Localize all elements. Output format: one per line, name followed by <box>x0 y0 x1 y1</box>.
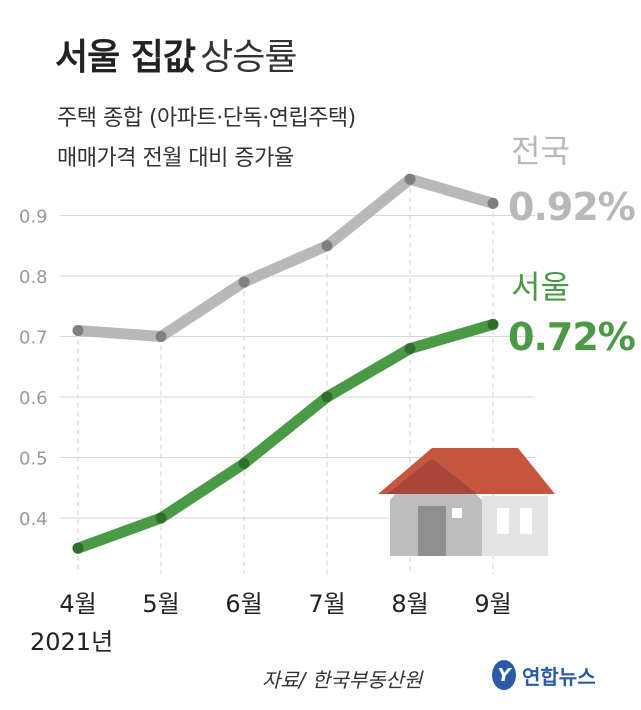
data-point <box>238 458 250 470</box>
x-tick-label: 6월 <box>225 590 262 618</box>
logo-text: 연합뉴스 <box>522 664 596 689</box>
y-tick-label: 0.9 <box>19 207 48 228</box>
y-tick-label: 0.6 <box>19 388 48 409</box>
y-tick-label: 0.5 <box>19 449 48 470</box>
series-line-0 <box>72 173 499 342</box>
series-line-1 <box>72 318 499 554</box>
x-tick-label: 4월 <box>59 590 96 618</box>
subtitle-line2: 매매가격 전월 대비 증가율 <box>57 146 294 171</box>
subtitle-line1: 주택 종합 (아파트·단독·연립주택) <box>57 106 356 131</box>
data-point <box>404 343 416 355</box>
y-tick-label: 0.4 <box>19 509 48 530</box>
series-value-label: 0.72% <box>508 315 635 359</box>
series-name-label: 서울 <box>511 268 570 306</box>
data-point <box>487 318 499 330</box>
y-tick-label: 0.8 <box>19 267 48 288</box>
x-tick-label: 5월 <box>142 590 179 618</box>
data-point <box>72 324 84 336</box>
year-label: 2021년 <box>30 628 113 656</box>
yonhap-logo-icon: Y <box>492 660 516 690</box>
x-tick-label: 8월 <box>391 590 428 618</box>
data-point <box>487 197 499 209</box>
data-point <box>321 391 333 403</box>
data-point <box>155 331 167 342</box>
data-point <box>238 276 250 288</box>
title-light: 상승률 <box>200 37 297 78</box>
y-tick-label: 0.7 <box>19 328 48 349</box>
data-point <box>155 512 167 524</box>
source-text: 자료/ 한국부동산원 <box>262 668 423 692</box>
series-name-label: 전국 <box>511 132 570 170</box>
page-title: 서울 집값 상승률 <box>55 28 297 80</box>
data-point <box>72 542 84 554</box>
data-point <box>321 240 333 252</box>
data-point <box>404 173 416 185</box>
house-icon <box>378 448 555 556</box>
series-value-label: 0.92% <box>508 185 635 229</box>
x-tick-label: 7월 <box>308 590 345 618</box>
title-bold: 서울 집값 <box>55 37 196 78</box>
x-tick-label: 9월 <box>474 590 511 618</box>
publisher-logo: Y 연합뉴스 <box>492 660 596 690</box>
